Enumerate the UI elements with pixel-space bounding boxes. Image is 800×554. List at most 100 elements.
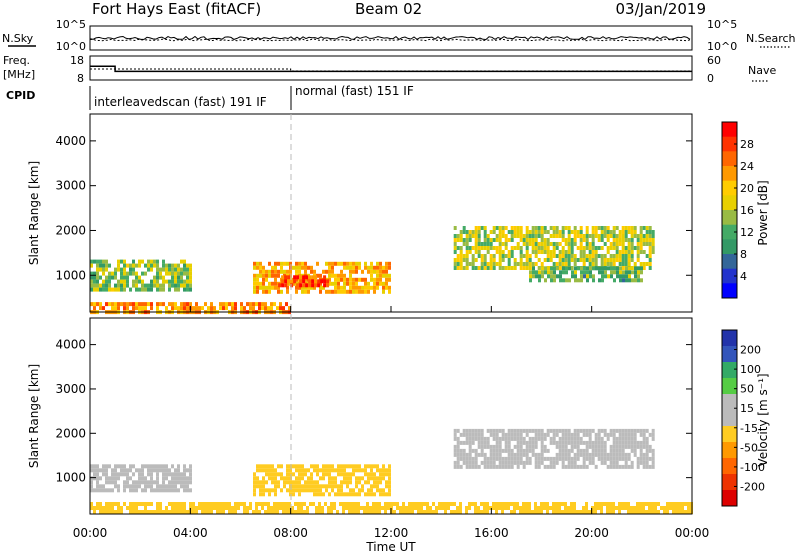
power-cell	[510, 238, 514, 242]
velocity-cell	[102, 510, 105, 514]
velocity-cell	[462, 452, 466, 457]
power-cell	[264, 302, 267, 307]
velocity-cell	[453, 460, 457, 465]
velocity-cell	[636, 506, 639, 510]
velocity-cell	[102, 464, 105, 469]
power-cell	[598, 270, 601, 275]
velocity-cell	[352, 464, 355, 469]
power-cell	[535, 270, 538, 275]
velocity-cell	[453, 428, 457, 433]
velocity-cell	[477, 506, 480, 510]
velocity-cell	[186, 510, 189, 514]
velocity-cell	[316, 488, 319, 493]
velocity-cell	[201, 502, 204, 506]
velocity-cell	[219, 510, 222, 514]
power-cell	[150, 259, 153, 264]
velocity-cell	[165, 510, 168, 514]
velocity-cell	[561, 436, 565, 441]
power-cell	[388, 277, 391, 282]
power-cell	[507, 266, 511, 270]
velocity-cell	[183, 488, 186, 493]
power-cell	[639, 242, 643, 246]
velocity-cell	[189, 472, 192, 477]
power-cell	[471, 266, 475, 270]
velocity-cell	[600, 460, 604, 465]
power-cell	[281, 279, 285, 284]
velocity-cell	[681, 502, 684, 506]
power-cell	[492, 266, 496, 270]
power-cell	[171, 263, 174, 268]
power-cell	[261, 306, 264, 311]
velocity-cell	[477, 432, 481, 437]
power-cell	[492, 230, 496, 234]
power-cell	[186, 263, 189, 268]
power-cell	[376, 277, 379, 282]
velocity-cell	[162, 468, 165, 473]
velocity-cell	[261, 502, 264, 506]
velocity-cell	[231, 510, 234, 514]
power-cell	[168, 263, 171, 268]
power-cell	[627, 250, 631, 254]
power-cell	[290, 283, 294, 288]
power-cell	[168, 283, 171, 288]
velocity-cell	[540, 448, 544, 453]
velocity-cell	[126, 472, 129, 477]
velocity-cell	[456, 464, 460, 469]
velocity-cell	[540, 436, 544, 441]
velocity-cell	[603, 452, 607, 457]
velocity-cell	[117, 506, 120, 510]
velocity-cell	[576, 456, 580, 461]
velocity-cell	[129, 468, 132, 473]
velocity-cell	[633, 444, 637, 449]
noise-tick-low-left: 10^0	[56, 40, 86, 53]
velocity-cell	[609, 456, 613, 461]
power-cell	[123, 263, 126, 268]
velocity-cell	[349, 480, 352, 485]
velocity-cell	[262, 484, 265, 489]
velocity-cell	[219, 502, 222, 506]
power-cell	[141, 283, 144, 288]
power-cell	[144, 263, 147, 268]
velocity-cell	[135, 506, 138, 510]
power-cell	[621, 226, 625, 230]
power-cell	[574, 278, 577, 283]
velocity-cell	[310, 480, 313, 485]
power-cell	[501, 266, 505, 270]
power-cell	[90, 283, 93, 288]
power-cell	[558, 250, 562, 254]
velocity-cell	[186, 468, 189, 473]
power-cell	[495, 262, 499, 266]
power-cell	[180, 275, 183, 280]
velocity-cell	[630, 432, 634, 437]
power-cell	[615, 226, 619, 230]
power-cell	[624, 262, 628, 266]
velocity-cell	[411, 506, 414, 510]
velocity-cell	[534, 464, 538, 469]
velocity-cell	[627, 440, 631, 445]
velocity-cell	[132, 488, 135, 493]
power-cell	[379, 269, 382, 274]
power-cell	[90, 259, 93, 264]
power-cell	[525, 254, 529, 258]
power-cell	[301, 289, 304, 294]
velocity-cell	[298, 468, 301, 473]
velocity-cell	[325, 484, 328, 489]
y-tick-label: 1000	[55, 471, 86, 485]
velocity-cell	[495, 464, 499, 469]
power-cell	[516, 246, 520, 250]
power-cell	[651, 230, 655, 234]
power-cell	[480, 262, 484, 266]
velocity-cell	[630, 448, 634, 453]
power-cell	[474, 234, 478, 238]
power-cell	[376, 273, 379, 278]
velocity-cell	[573, 440, 577, 445]
velocity-cell	[486, 428, 490, 433]
power-cell	[597, 246, 601, 250]
velocity-cell	[453, 510, 456, 514]
power-cell	[586, 278, 589, 283]
velocity-cell	[150, 502, 153, 506]
velocity-cell	[186, 480, 189, 485]
power-cell	[547, 266, 550, 271]
velocity-cell	[444, 510, 447, 514]
velocity-cell	[582, 432, 586, 437]
